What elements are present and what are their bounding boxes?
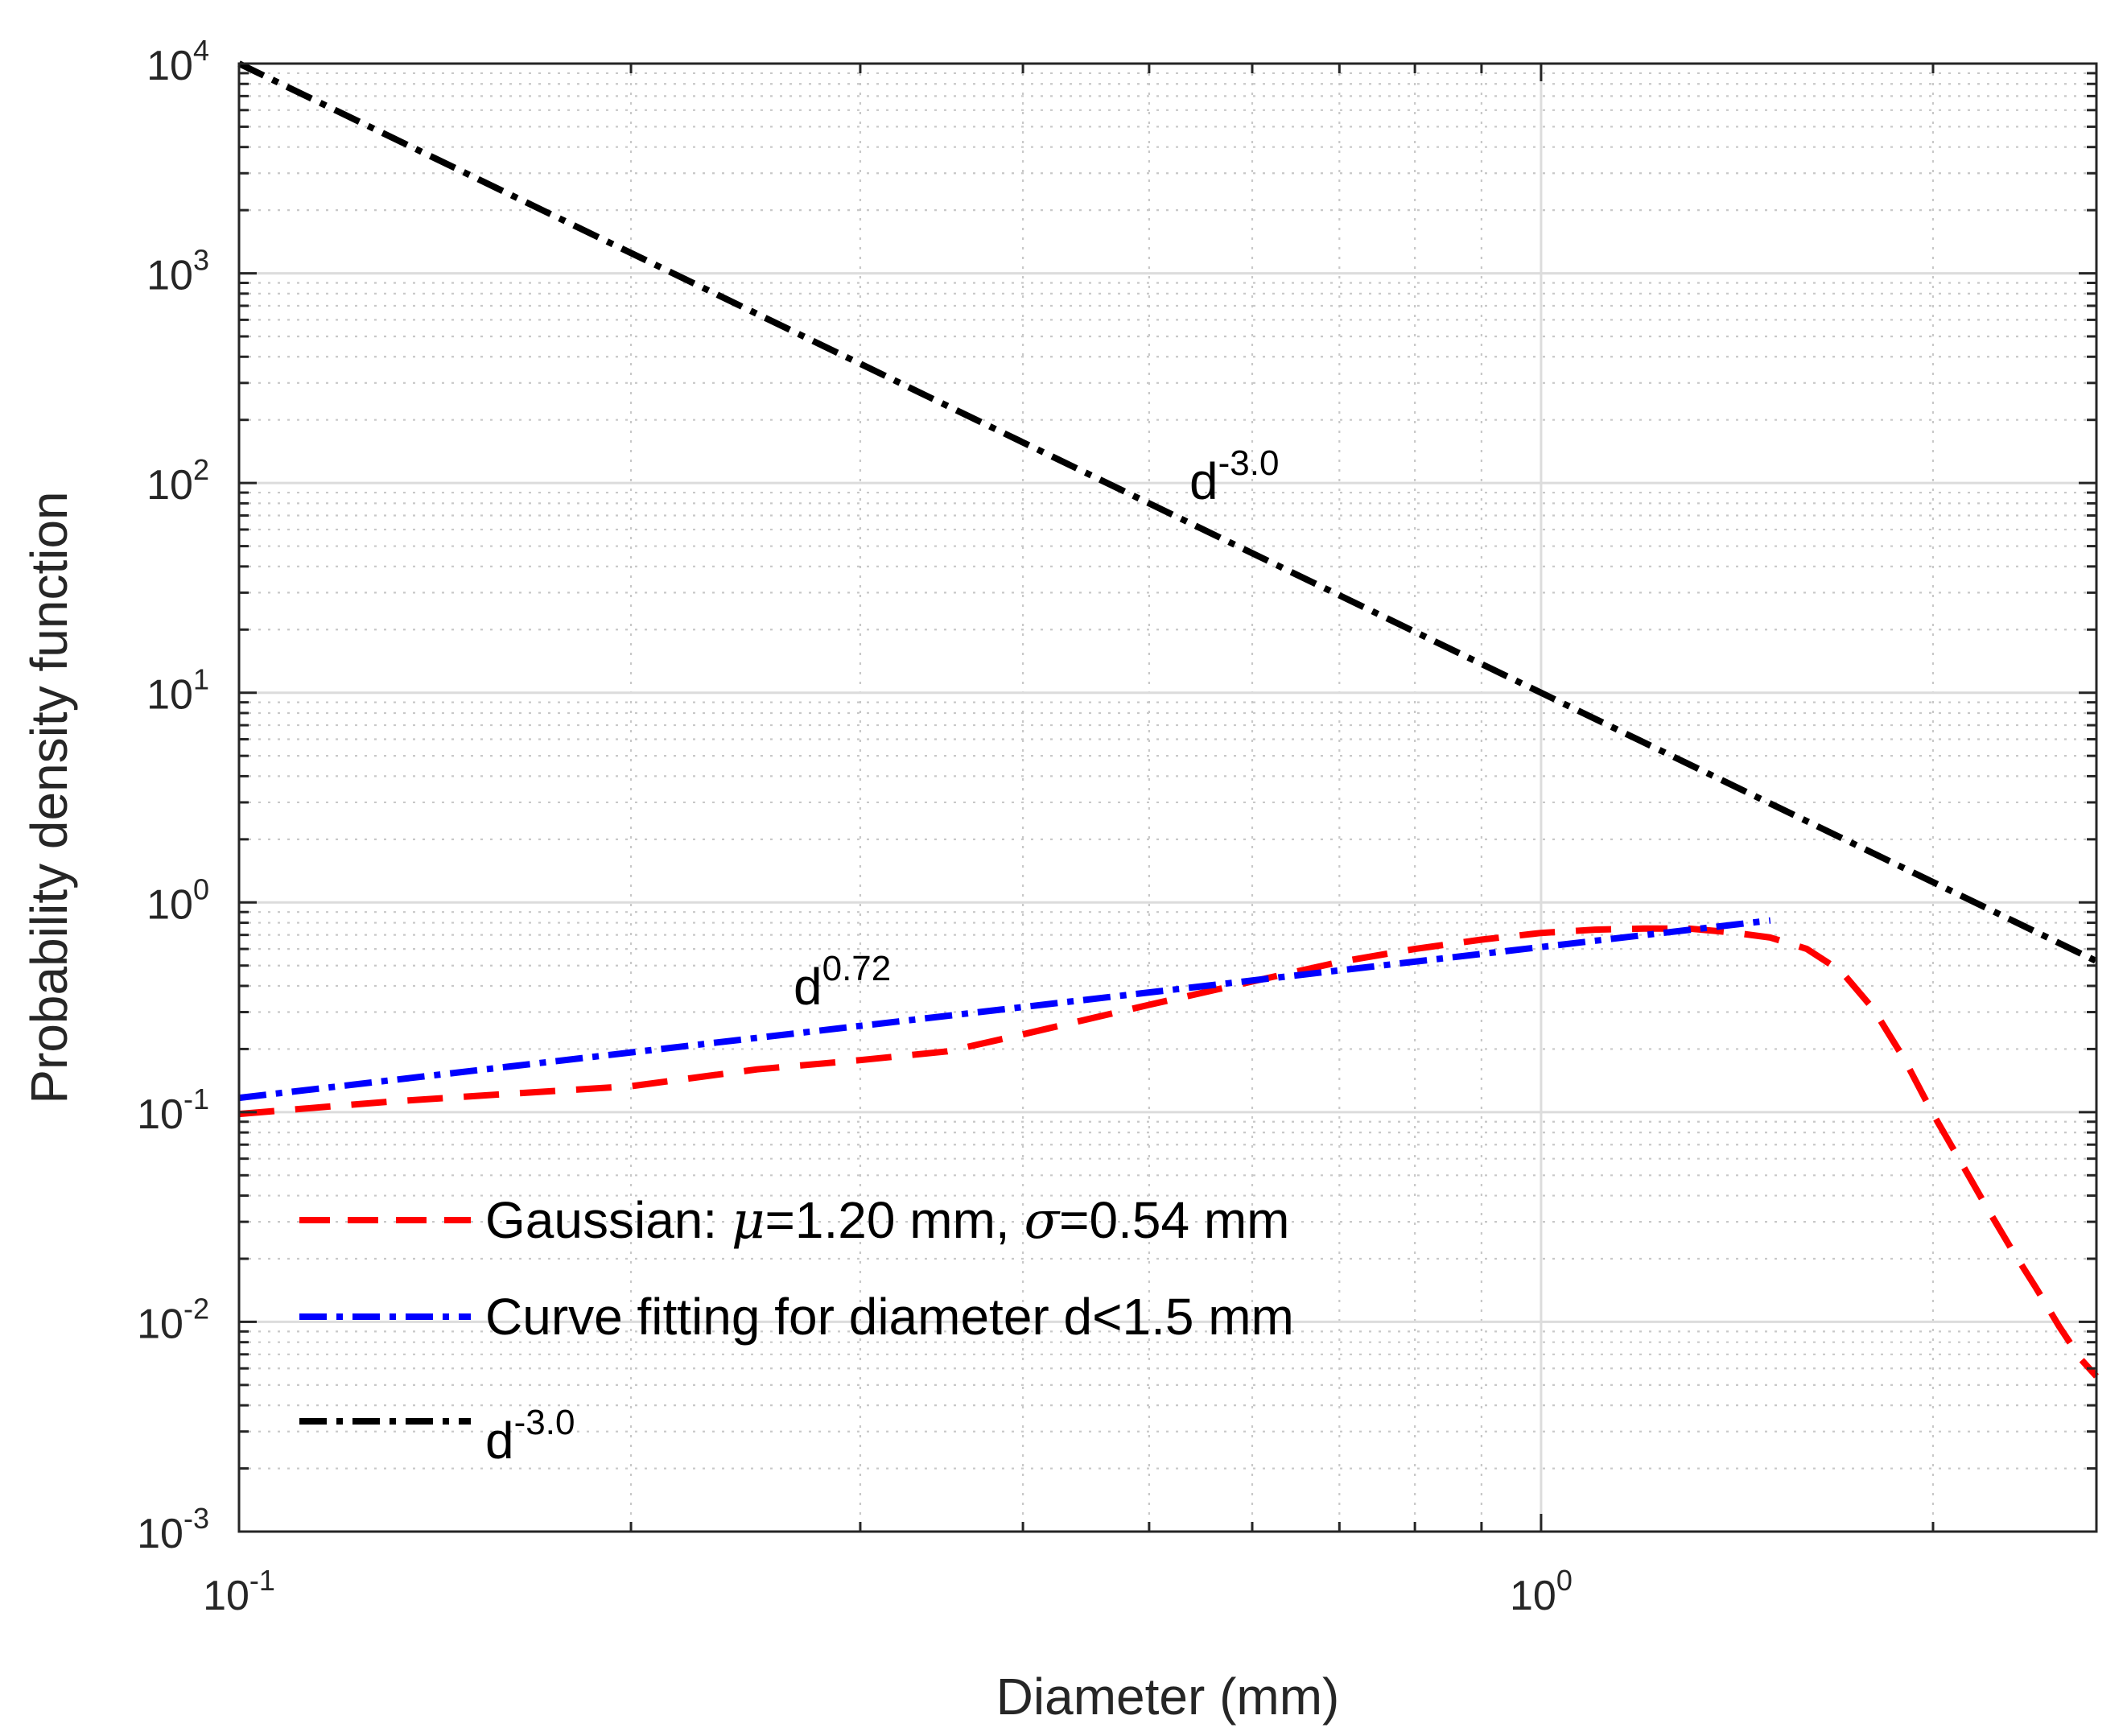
x-tick-label: 10-1 xyxy=(203,1564,275,1619)
y-tick-label-base: 10 xyxy=(146,672,193,719)
x-tick-label-exponent: 0 xyxy=(1556,1564,1573,1597)
legend-d-minus-3-base: d xyxy=(485,1412,514,1470)
y-tick-label-base: 10 xyxy=(137,1091,183,1138)
x-tick-label-base: 10 xyxy=(203,1573,249,1619)
y-tick-label: 101 xyxy=(146,663,209,719)
legend-gaussian-mu-value: =1.20 mm, xyxy=(765,1191,1024,1249)
tick-marks xyxy=(237,62,2096,1533)
annotation-d-minus-3-base: d xyxy=(1189,452,1218,510)
y-tick-label: 10-3 xyxy=(137,1502,209,1557)
x-tick-label-base: 10 xyxy=(1510,1573,1556,1619)
series-d-minus-3-line xyxy=(237,60,2098,964)
x-tick-labels: 10-1 100 xyxy=(203,1564,1573,1619)
y-tick-label: 10-2 xyxy=(137,1292,209,1347)
y-tick-label-base: 10 xyxy=(146,462,193,509)
annotation-d-0-72-exponent: 0.72 xyxy=(822,949,892,988)
y-tick-label-exponent: 2 xyxy=(193,453,209,486)
legend-d-minus-3-exponent: -3.0 xyxy=(514,1403,575,1442)
legend: Gaussian: μ=1.20 mm, σ=0.54 mm Curve fit… xyxy=(299,1191,1294,1470)
y-tick-label: 102 xyxy=(146,453,209,509)
annotation-d-0-72-base: d xyxy=(794,958,822,1016)
y-tick-label-exponent: -3 xyxy=(183,1502,209,1535)
y-tick-label-base: 10 xyxy=(146,881,193,928)
y-tick-label: 100 xyxy=(146,872,209,928)
y-tick-label-base: 10 xyxy=(146,253,193,299)
series-gaussian-line xyxy=(238,925,2099,1379)
x-axis-label: Diameter (mm) xyxy=(996,1668,1340,1726)
plot-area xyxy=(239,64,2096,1532)
y-tick-label-exponent: 3 xyxy=(193,244,209,277)
y-tick-label: 104 xyxy=(146,34,209,89)
legend-gaussian-sigma-symbol: σ xyxy=(1024,1191,1061,1251)
series-lines xyxy=(237,60,2099,1379)
plot-frame xyxy=(237,62,2098,1533)
annotation-d-0-72: d0.72 xyxy=(794,949,891,1016)
series-curve-fit-line xyxy=(238,917,1771,1102)
y-tick-label-exponent: -1 xyxy=(183,1082,209,1115)
y-tick-label-exponent: -2 xyxy=(183,1292,209,1325)
legend-gaussian-sigma-value: =0.54 mm xyxy=(1059,1191,1289,1249)
legend-curve-fit-label: Curve fitting for diameter d<1.5 mm xyxy=(485,1288,1294,1346)
legend-gaussian-prefix: Gaussian: xyxy=(485,1191,732,1249)
y-axis-label: Probability density function xyxy=(20,491,78,1103)
y-tick-label: 10-1 xyxy=(137,1082,209,1138)
x-tick-label: 100 xyxy=(1510,1564,1573,1619)
y-tick-label-base: 10 xyxy=(146,43,193,89)
y-tick-label-exponent: 4 xyxy=(193,34,209,67)
y-tick-label: 103 xyxy=(146,244,209,299)
y-tick-label-base: 10 xyxy=(137,1301,183,1347)
y-tick-label-exponent: 0 xyxy=(193,872,209,905)
legend-gaussian-mu-symbol: μ xyxy=(732,1191,765,1251)
x-tick-label-exponent: -1 xyxy=(249,1564,275,1597)
annotation-d-minus-3-exponent: -3.0 xyxy=(1218,443,1280,483)
y-tick-label-exponent: 1 xyxy=(193,663,209,696)
annotation-d-minus-3: d-3.0 xyxy=(1189,443,1279,510)
legend-d-minus-3-label: d-3.0 xyxy=(485,1403,575,1470)
legend-gaussian-label: Gaussian: μ=1.20 mm, σ=0.54 mm xyxy=(485,1191,1289,1251)
y-tick-label-base: 10 xyxy=(137,1511,183,1557)
